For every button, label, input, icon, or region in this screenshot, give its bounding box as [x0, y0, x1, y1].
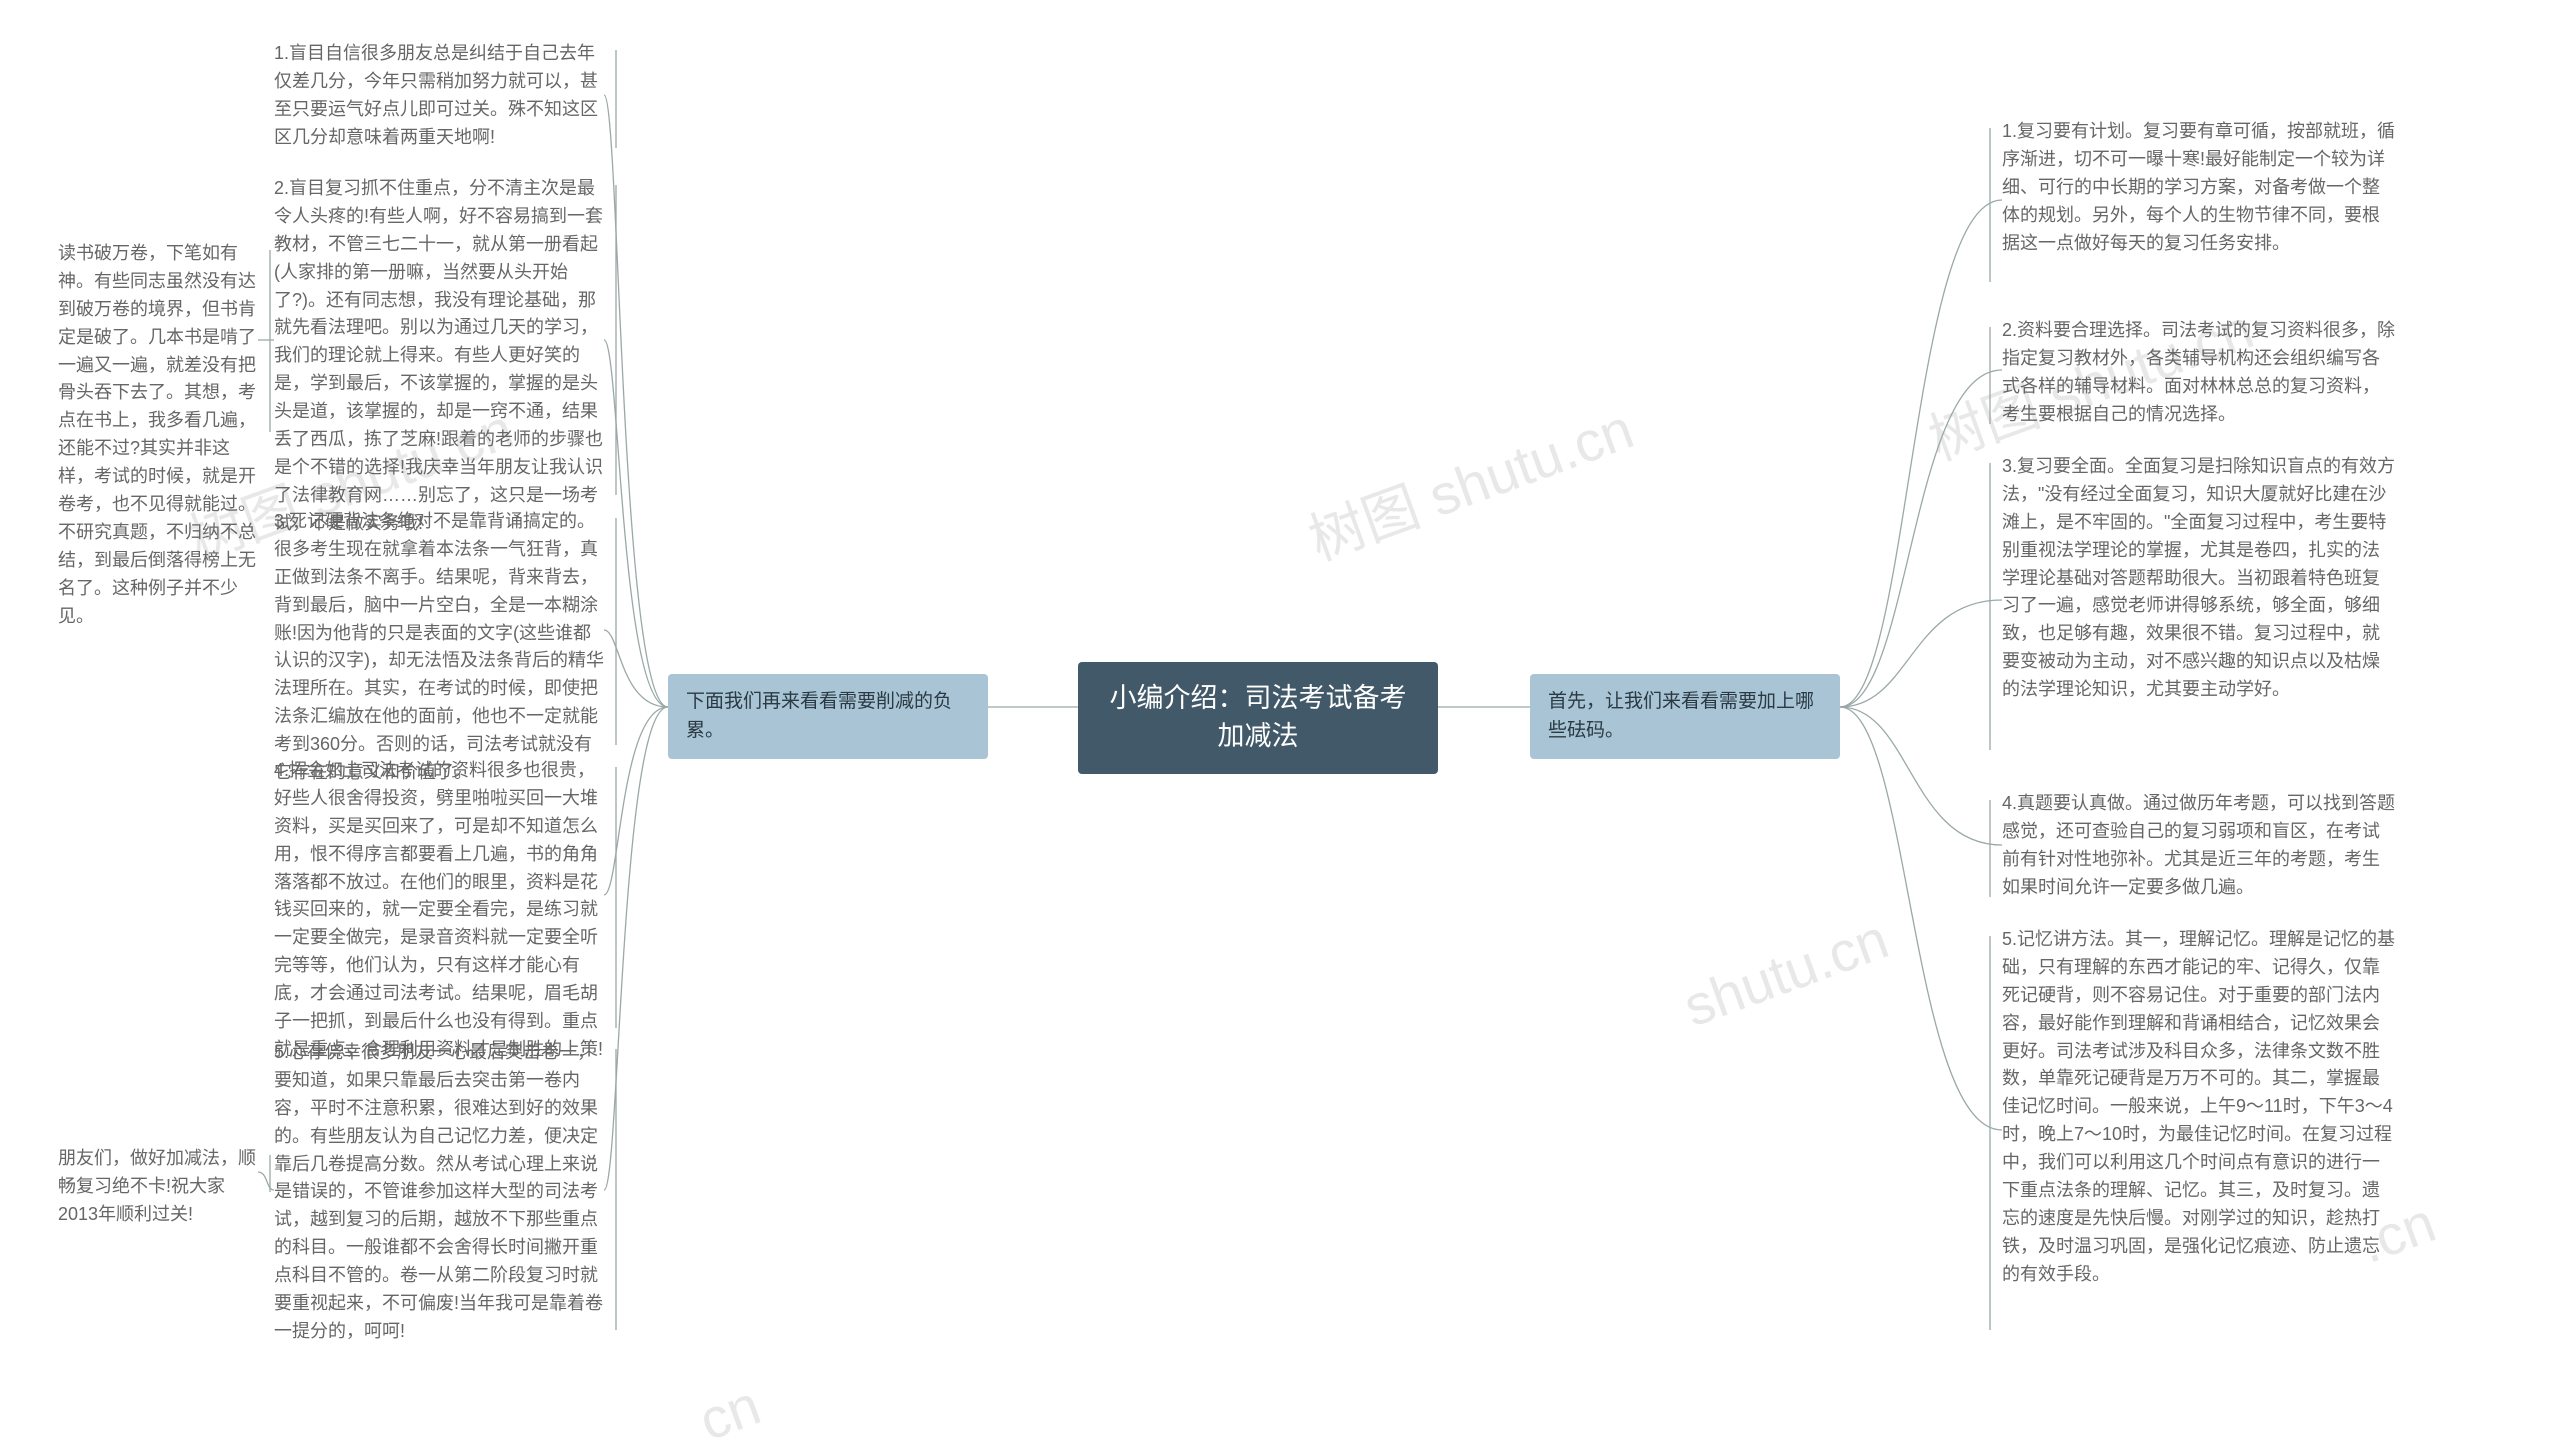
- branch-left: 下面我们再来看看需要削减的负累。: [668, 674, 988, 759]
- left-leaf-1: 1.盲目自信很多朋友总是纠结于自己去年仅差几分，今年只需稍加努力就可以，甚至只要…: [274, 40, 604, 152]
- left-leaf-3: 3.死记硬背法条绝对不是靠背诵搞定的。很多考生现在就拿着本法条一气狂背，真正做到…: [274, 508, 604, 787]
- right-leaf-4: 4.真题要认真做。通过做历年考题，可以找到答题感觉，还可查验自己的复习弱项和盲区…: [2002, 790, 2397, 902]
- mindmap-root: 小编介绍：司法考试备考加减法: [1078, 662, 1438, 774]
- right-leaf-5: 5.记忆讲方法。其一，理解记忆。理解是记忆的基础，只有理解的东西才能记的牢、记得…: [2002, 926, 2397, 1289]
- right-leaf-1: 1.复习要有计划。复习要有章可循，按部就班，循序渐进，切不可一曝十寒!最好能制定…: [2002, 118, 2397, 257]
- branch-right: 首先，让我们来看看需要加上哪些砝码。: [1530, 674, 1840, 759]
- far-left-leaf-2: 朋友们，做好加减法，顺畅复习绝不卡!祝大家2013年顺利过关!: [58, 1145, 258, 1229]
- watermark: cn: [691, 1372, 769, 1453]
- right-leaf-3: 3.复习要全面。全面复习是扫除知识盲点的有效方法，"没有经过全面复习，知识大厦就…: [2002, 453, 2397, 704]
- left-leaf-4: 4.挥金如土司法考试的资料很多也很贵，好些人很舍得投资，劈里啪啦买回一大堆资料，…: [274, 757, 604, 1064]
- far-left-leaf-1: 读书破万卷，下笔如有神。有些同志虽然没有达到破万卷的境界，但书肯定是破了。几本书…: [58, 240, 258, 630]
- right-leaf-2: 2.资料要合理选择。司法考试的复习资料很多，除指定复习教材外，各类辅导机构还会组…: [2002, 317, 2397, 429]
- left-leaf-2: 2.盲目复习抓不住重点，分不清主次是最令人头疼的!有些人啊，好不容易搞到一套教材…: [274, 175, 604, 538]
- left-leaf-5: 5.心存侥幸很多朋友一心最后突击卷一，要知道，如果只靠最后去突击第一卷内容，平时…: [274, 1039, 604, 1346]
- watermark: shutu.cn: [1675, 906, 1896, 1039]
- watermark: 树图 shutu.cn: [1296, 384, 1643, 576]
